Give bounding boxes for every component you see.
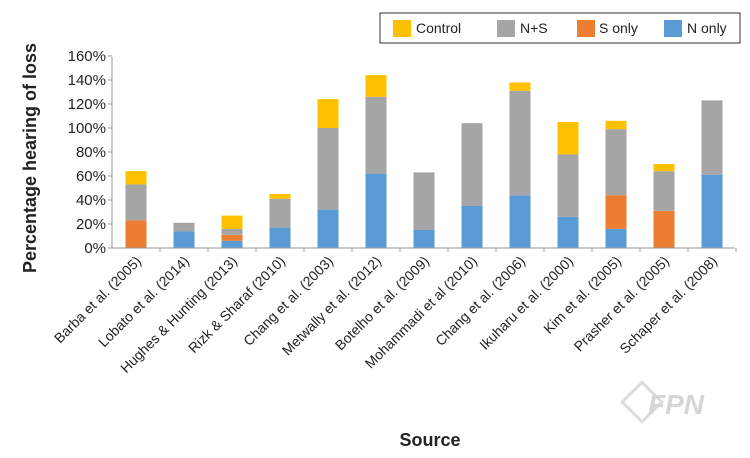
legend-label-s-only: S only xyxy=(599,20,638,36)
bar-segment-control xyxy=(317,99,339,128)
x-category-label: Ikuharu et al. (2000) xyxy=(476,253,576,353)
y-axis-title: Percentage hearing of loss xyxy=(20,43,40,273)
bar-segment-n-only xyxy=(509,195,531,248)
y-tick-label: 40% xyxy=(76,192,106,209)
bar-segment-control xyxy=(221,215,243,229)
bar-segment-control xyxy=(653,164,675,172)
bar-segment-n-only xyxy=(317,209,339,248)
legend-swatch-s-only xyxy=(577,20,595,37)
bar-segment-n-only xyxy=(365,173,387,248)
bar-segment-n-only xyxy=(461,206,483,248)
x-category-label: Lobato et al. (2014) xyxy=(95,253,192,350)
bar-segment-control xyxy=(125,171,147,185)
bar-segment-n-only xyxy=(557,216,579,248)
bar-segment-s-only xyxy=(221,234,243,241)
bar-segment-n-s xyxy=(365,96,387,174)
watermark-text: FPN xyxy=(648,389,705,420)
y-tick-label: 80% xyxy=(76,144,106,161)
x-category-label: Botelho et al. (2009) xyxy=(332,253,432,353)
bar-segment-control xyxy=(509,82,531,91)
bar-segment-n-s xyxy=(125,184,147,221)
y-tick-label: 60% xyxy=(76,168,106,185)
x-category-label: Schaper et al. (2008) xyxy=(616,253,720,357)
fpn-watermark: FPN xyxy=(620,380,705,424)
bar-segment-n-s xyxy=(509,90,531,196)
x-axis-categories: Barba et al. (2005)Lobato et al. (2014)H… xyxy=(51,248,737,376)
bar-segment-control xyxy=(269,194,291,199)
legend-swatch-n-only xyxy=(664,20,682,37)
legend-label-ns: N+S xyxy=(520,20,548,36)
bar-segment-n-s xyxy=(413,172,435,230)
bar-segment-control xyxy=(605,120,627,130)
legend: Control N+S S only N only xyxy=(379,12,741,44)
bar-segment-n-s xyxy=(653,171,675,211)
bar-segment-n-s xyxy=(701,100,723,175)
watermark-diamond xyxy=(620,380,664,424)
y-tick-label: 0% xyxy=(84,240,106,257)
legend-label-control: Control xyxy=(416,20,461,36)
bar-segment-n-only xyxy=(605,228,627,248)
bar-segment-n-s xyxy=(317,128,339,210)
y-tick-label: 160% xyxy=(68,48,106,65)
bar-segment-n-only xyxy=(173,231,195,248)
y-tick-label: 140% xyxy=(68,72,106,89)
bar-segment-n-s xyxy=(557,154,579,217)
bar-segment-n-s xyxy=(221,228,243,235)
bar-segment-control xyxy=(365,75,387,97)
legend-label-n-only: N only xyxy=(687,20,727,36)
bar-segment-n-only xyxy=(269,227,291,248)
y-tick-label: 120% xyxy=(68,96,106,113)
bar-segment-n-s xyxy=(605,129,627,196)
bar-segment-s-only xyxy=(605,195,627,229)
bar-segment-n-only xyxy=(701,174,723,248)
bar-segment-n-only xyxy=(221,240,243,248)
y-axis-ticks: 0% 20% 40% 60% 80% 100% 120% 140% 160% xyxy=(68,48,112,257)
bar-segment-n-only xyxy=(413,230,435,248)
x-category-label: Chang et al. (2006) xyxy=(432,253,528,349)
x-category-label: Barba et al. (2005) xyxy=(51,253,144,346)
bar-segment-n-s xyxy=(461,123,483,206)
legend-swatch-control xyxy=(393,20,411,37)
x-axis-title: Source xyxy=(399,430,460,450)
bar-segment-control xyxy=(557,122,579,155)
y-tick-label: 100% xyxy=(68,120,106,137)
bars xyxy=(125,75,723,248)
bar-segment-s-only xyxy=(653,210,675,248)
bar-segment-n-s xyxy=(173,222,195,232)
y-tick-label: 20% xyxy=(76,216,106,233)
legend-swatch-ns xyxy=(497,20,515,37)
bar-segment-s-only xyxy=(125,220,147,248)
bar-segment-n-s xyxy=(269,198,291,228)
x-category-label: Chang et al. (2003) xyxy=(240,253,336,349)
